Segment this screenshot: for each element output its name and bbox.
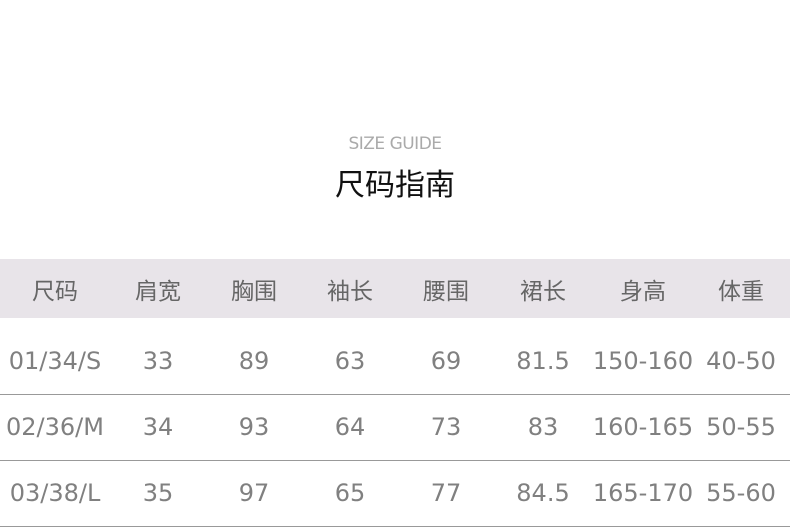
table-cell: 165-170 <box>592 479 694 507</box>
table-cell: 64 <box>334 413 366 441</box>
table-cell: 84.5 <box>516 479 570 507</box>
table-cell: 65 <box>334 479 366 507</box>
column-header: 袖长 <box>327 278 373 305</box>
table-cell: 160-165 <box>592 413 694 441</box>
table-cell: 63 <box>334 347 366 375</box>
table-cell: 93 <box>238 413 270 441</box>
table-cell: 97 <box>238 479 270 507</box>
table-cell: 150-160 <box>592 347 694 375</box>
table-cell: 77 <box>430 479 462 507</box>
table-cell: 55-60 <box>706 479 776 507</box>
table-row: 01/34/S 33 89 63 69 81.5 150-160 40-50 <box>0 328 790 395</box>
column-header: 尺码 <box>32 278 78 305</box>
table-cell: 81.5 <box>516 347 570 375</box>
column-header: 胸围 <box>231 278 277 305</box>
table-cell: 69 <box>430 347 462 375</box>
table-cell: 40-50 <box>706 347 776 375</box>
table-cell: 89 <box>238 347 270 375</box>
column-header: 身高 <box>620 278 666 305</box>
column-header: 腰围 <box>423 278 469 305</box>
table-cell: 03/38/L <box>9 479 101 507</box>
table-cell: 02/36/M <box>6 413 104 441</box>
table-cell: 35 <box>142 479 174 507</box>
table-cell: 01/34/S <box>8 347 102 375</box>
table-cell: 83 <box>527 413 559 441</box>
table-cell: 50-55 <box>706 413 776 441</box>
page-title: 尺码指南 <box>335 168 455 203</box>
column-header: 裙长 <box>520 278 566 305</box>
table-row: 02/36/M 34 93 64 73 83 160-165 50-55 <box>0 394 790 461</box>
table-cell: 34 <box>142 413 174 441</box>
table-header: 尺码 肩宽 胸围 袖长 腰围 裙长 身高 体重 <box>0 259 790 318</box>
size-guide-subtitle: SIZE GUIDE <box>348 134 442 154</box>
table-row: 03/38/L 35 97 65 77 84.5 165-170 55-60 <box>0 460 790 527</box>
table-cell: 33 <box>142 347 174 375</box>
table-cell: 73 <box>430 413 462 441</box>
column-header: 肩宽 <box>135 278 181 305</box>
column-header: 体重 <box>718 278 764 305</box>
